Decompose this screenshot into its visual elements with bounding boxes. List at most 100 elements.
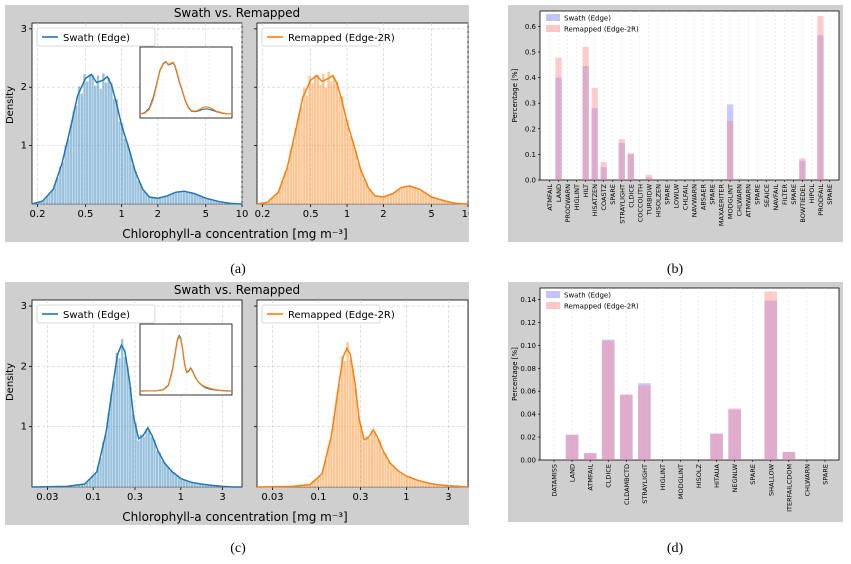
- y-tick-label: 2: [21, 361, 27, 372]
- histogram-bar: [413, 479, 417, 488]
- histogram-bar: [163, 463, 167, 488]
- histogram-bar: [329, 80, 333, 205]
- kde-curve: [256, 74, 469, 205]
- bar-swath: [799, 160, 806, 180]
- histogram-bar: [310, 82, 314, 205]
- histogram-bar: [340, 355, 344, 488]
- x-tick-label: SPARE: [821, 464, 829, 485]
- y-tick-label: 0.04: [520, 411, 536, 419]
- bar-remapped: [627, 153, 634, 180]
- bar-swath: [583, 453, 597, 460]
- x-tick-label: STRAYLIGHT: [641, 464, 649, 504]
- x-tick-label: 10: [462, 209, 469, 220]
- histogram-bar: [348, 135, 352, 205]
- histogram-bar: [362, 178, 366, 205]
- legend: Swath (Edge) Remapped (Edge-2R): [546, 14, 639, 34]
- legend-label: Swath (Edge): [63, 310, 130, 321]
- y-tick-label: 1: [21, 422, 27, 433]
- x-tick-label: HILT: [582, 184, 590, 198]
- x-tick-label: CLDICE: [627, 184, 635, 208]
- y-tick-label: 0.6: [525, 23, 537, 31]
- bar-remapped: [817, 16, 824, 180]
- x-tick-label: 1: [344, 209, 350, 220]
- x-tick-label: SPARE: [790, 184, 798, 205]
- legend-swatch: [546, 291, 560, 298]
- x-tick-label: 0.5: [303, 209, 319, 220]
- x-tick-label: PRODFAIL: [817, 184, 825, 216]
- histogram-bar: [319, 475, 323, 488]
- y-axis-label: Percentage [%]: [511, 68, 519, 122]
- bar-remapped: [638, 385, 651, 460]
- histogram-bar: [370, 430, 374, 488]
- histogram-bar: [150, 197, 154, 205]
- histogram-bar: [174, 192, 178, 205]
- axes-right: 0.03 0.1 0.3 1 3 Remapped (Edge-2R): [254, 299, 469, 503]
- histogram-bar: [294, 127, 298, 205]
- histogram-bar: [96, 75, 100, 205]
- y-tick-label: 0.0: [525, 177, 536, 185]
- histogram-bar: [392, 466, 396, 488]
- histogram-bar: [182, 190, 186, 205]
- panel-a-density-chart: Swath vs. Remapped Density Chlorophyll-a c…: [5, 5, 469, 242]
- y-tick-label: 0.10: [520, 342, 536, 350]
- histogram-bar: [356, 162, 360, 205]
- y-tick-label: 0.12: [520, 319, 536, 327]
- histogram-bar: [305, 94, 309, 205]
- histogram-bar: [131, 164, 135, 205]
- histogram-bar: [413, 188, 417, 205]
- x-tick-label: STRAYLIGHT: [618, 184, 626, 224]
- bar-swath: [600, 167, 607, 180]
- histogram-bar: [351, 141, 355, 205]
- histogram-bar: [348, 359, 352, 488]
- bar-swath: [736, 178, 743, 180]
- x-tick-label: SPARE: [709, 184, 717, 205]
- x-tick-label: ATMWARN: [745, 184, 753, 218]
- x-tick-label: CHLWARN: [803, 464, 811, 496]
- histogram-bar: [394, 469, 398, 488]
- histogram-bar: [115, 352, 119, 488]
- histogram-bar: [383, 453, 387, 488]
- histogram-bar: [101, 73, 105, 205]
- x-tick-label: HISOLZEN: [654, 184, 662, 217]
- histogram-bar: [378, 441, 382, 488]
- legend-label: Swath (Edge): [564, 292, 611, 300]
- histogram-bar: [83, 73, 86, 205]
- histogram-bar: [155, 450, 159, 488]
- histogram-bar: [400, 473, 404, 488]
- bar-remapped: [736, 178, 743, 180]
- histogram-bar: [400, 188, 404, 205]
- histogram-bar: [324, 86, 328, 205]
- y-tick-label: 3: [21, 301, 27, 312]
- axes-left: 0.03 0.1 0.3 1 3 1 2 3 Swath (Edge): [21, 299, 243, 503]
- histogram-bar: [373, 431, 377, 488]
- histogram-bar: [61, 161, 65, 205]
- chart-title: Swath vs. Remapped: [174, 6, 300, 20]
- inset-plot: [139, 46, 233, 119]
- histogram-bar: [316, 74, 320, 205]
- x-tick-label: 5: [203, 209, 209, 220]
- bar-remapped: [600, 162, 607, 180]
- x-tick-label: 2: [155, 209, 161, 220]
- y-axis-label: Percentage [%]: [511, 347, 519, 401]
- histogram-bar: [77, 85, 81, 205]
- x-tick-label: 3: [445, 492, 451, 503]
- histogram-bar: [381, 197, 385, 205]
- x-tick-label: 1: [118, 209, 124, 220]
- histogram-bar: [56, 177, 60, 205]
- panel-b-bar-chart: Percentage [%] 0.0 0.1 0.2 0.3 0.4 0.5 0.6 ATMFA…: [508, 5, 843, 242]
- histogram-bar: [397, 470, 401, 488]
- caption-a: (a): [230, 262, 246, 277]
- y-tick-label: 0.5: [525, 48, 536, 56]
- bar-swath: [619, 394, 633, 460]
- bar-swath: [601, 339, 615, 460]
- panel-d-bar-chart: Percentage [%] 0.00 0.02 0.04 0.06 0.08 0.10 0.…: [508, 282, 843, 522]
- inset-curve-remap: [139, 335, 233, 392]
- x-tick-label: 0.1: [85, 492, 101, 503]
- y-tick-label: 2: [21, 82, 27, 93]
- histogram-bar: [161, 460, 165, 488]
- histogram-bar: [375, 438, 379, 488]
- histogram-bar: [142, 190, 146, 205]
- histogram-bar: [362, 441, 366, 488]
- histogram-bar: [329, 437, 333, 488]
- histogram-bar: [99, 88, 103, 205]
